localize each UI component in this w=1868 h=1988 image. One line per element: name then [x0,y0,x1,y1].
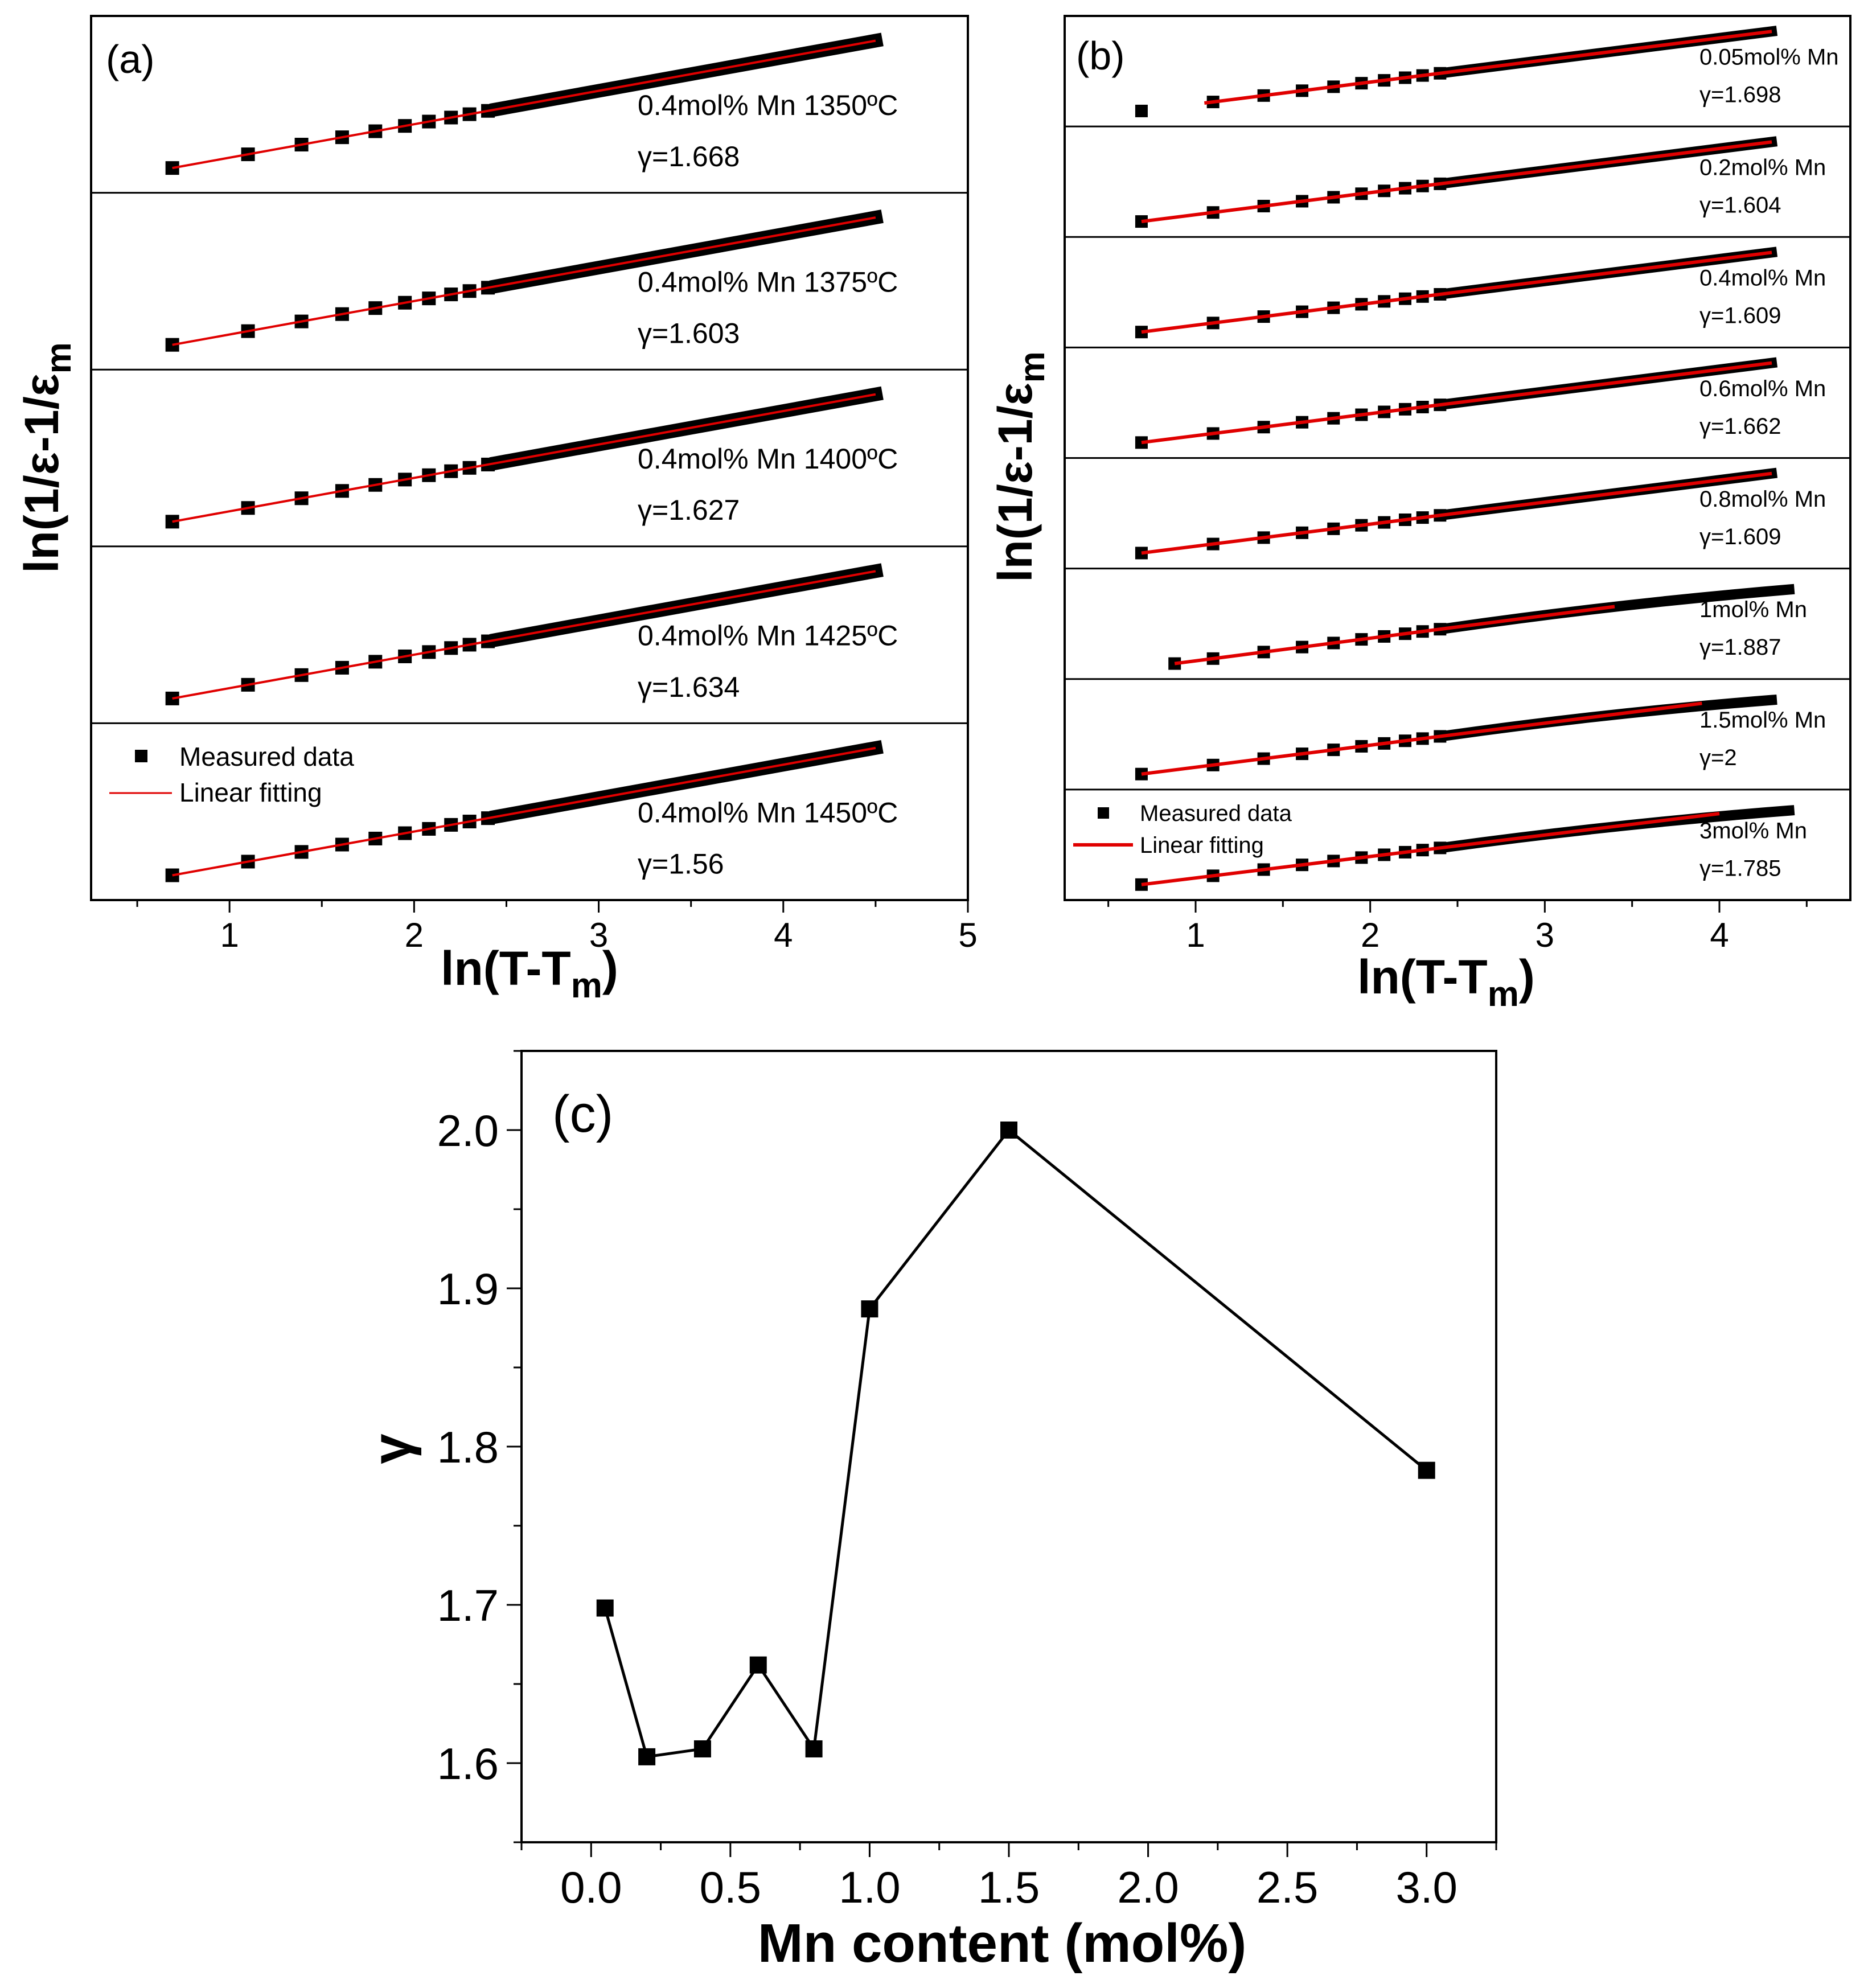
gamma-point [638,1748,656,1765]
gamma-label: γ=1.887 [1699,635,1781,660]
linear-fit-line [1174,605,1615,666]
panel-c: (c) 0.0 0.5 1.0 1.5 2.0 2.5 3.0 1.6 1.7 1.8 1.9 2.0… [361,1050,1497,1974]
gamma-point [1000,1122,1017,1139]
gamma-label: γ=1.603 [638,318,740,350]
series-label: 1.5mol% Mn [1699,708,1826,733]
panel-c-axes: 0.0 0.5 1.0 1.5 2.0 2.5 3.0 1.6 1.7 1.8 1.9 2.0 [437,1050,1497,1912]
panel-b-x-axis: 1 2 3 4 [1107,900,1808,954]
x-tick-label: 3 [1536,916,1554,954]
y-tick-label: 1.9 [437,1264,499,1314]
linear-fit-line [1141,250,1772,334]
gamma-label: γ=1.627 [638,494,740,526]
gamma-label: γ=2 [1699,745,1737,770]
panel-a-y-axis-title: ln(1/ε-1/εm [15,342,79,573]
legend-line-label: Linear fitting [179,778,322,807]
x-tick-label: 0.5 [700,1862,761,1912]
y-tick-label: 1.7 [437,1580,499,1630]
panel-b-x-axis-title: ln(T-Tm) [1357,950,1535,1014]
gamma-point [749,1656,767,1674]
linear-fit-line [172,39,876,170]
series-label: 0.05mol% Mn [1699,44,1839,69]
panel-a-frame [90,15,969,901]
series-label: 0.4mol% Mn 1400ºC [638,443,898,475]
linear-fit-line [172,216,876,346]
linear-fit-line [172,393,876,523]
panel-a-x-axis: 1 2 3 4 5 [136,900,978,954]
series-label: 0.4mol% Mn 1450ºC [638,796,898,828]
panel-c-y-axis-title: γ [361,1434,422,1464]
legend-line-label: Linear fitting [1140,833,1264,858]
gamma-point [805,1740,823,1757]
panel-b-label: (b) [1076,34,1125,78]
linear-fit-line [1204,30,1772,105]
x-tick-label: 5 [958,916,977,954]
panel-b-legend: Measured data Linear fitting [1073,801,1292,858]
x-tick-label: 2 [1361,916,1380,954]
x-tick-label: 3 [589,916,608,954]
gamma-label: γ=1.785 [1699,856,1781,881]
legend-marker-swatch [1098,807,1109,819]
linear-fit-line [1141,812,1720,886]
linear-fit-line [1141,701,1702,776]
x-tick-label: 4 [774,916,793,954]
series-label: 3mol% Mn [1699,818,1807,843]
legend-marker-label: Measured data [179,742,354,771]
gamma-label: γ=1.698 [1699,82,1781,107]
panel-b: 0.05mol% Mn γ=1.698 0.2mol% Mn γ=1.604 0.4mo… [988,15,1851,1014]
x-tick-label: 1.0 [839,1862,900,1912]
gamma-series-line [603,1128,1428,1759]
x-tick-label: 2 [405,916,424,954]
series-label: 0.8mol% Mn [1699,487,1826,512]
x-tick-label: 2.5 [1257,1862,1318,1912]
series-label: 0.6mol% Mn [1699,376,1826,401]
series-label: 1mol% Mn [1699,597,1807,622]
y-tick-label: 2.0 [437,1106,499,1156]
panel-a-x-axis-title: ln(T-Tm) [441,942,618,1005]
linear-fit-line [172,746,876,877]
panel-a: 0.4mol% Mn 1350ºC γ=1.668 0.4mol% Mn 1375º… [15,15,978,1005]
linear-fit-line [172,570,876,700]
gamma-point [1418,1461,1435,1479]
gamma-label: γ=1.604 [1699,193,1781,218]
gamma-label: γ=1.609 [1699,303,1781,328]
legend-marker-label: Measured data [1140,801,1292,826]
series-label: 0.4mol% Mn 1375ºC [638,266,898,298]
gamma-label: γ=1.56 [638,848,724,880]
linear-fit-line [1141,361,1772,445]
linear-fit-line [1141,140,1772,224]
panel-b-y-axis-title: ln(1/ε-1/εm [988,351,1052,582]
gamma-label: γ=1.668 [638,141,740,172]
gamma-point [861,1300,878,1318]
x-tick-label: 3.0 [1395,1862,1457,1912]
legend-marker-swatch [135,750,147,762]
panel-c-label: (c) [552,1085,613,1143]
y-tick-label: 1.8 [437,1422,499,1472]
linear-fit-line [1141,471,1772,555]
panel-a-legend: Measured data Linear fitting [109,742,354,807]
x-tick-label: 2.0 [1117,1862,1179,1912]
panel-c-frame [520,1050,1497,1843]
gamma-label: γ=1.662 [1699,414,1781,439]
gamma-point [693,1740,711,1757]
series-label: 0.2mol% Mn [1699,155,1826,180]
x-tick-label: 1 [220,916,239,954]
panel-a-label: (a) [106,37,155,81]
gamma-label: γ=1.609 [1699,524,1781,549]
series-label: 0.4mol% Mn 1350ºC [638,89,898,121]
x-tick-label: 0.0 [560,1862,622,1912]
y-tick-label: 1.6 [437,1739,499,1789]
x-tick-label: 4 [1710,916,1729,954]
series-label: 0.4mol% Mn [1699,266,1826,291]
gamma-label: γ=1.634 [638,671,740,703]
panel-c-x-axis-title: Mn content (mol%) [758,1913,1247,1974]
measured-point [1135,104,1148,117]
gamma-point [596,1599,614,1617]
series-label: 0.4mol% Mn 1425ºC [638,620,898,652]
x-tick-label: 1.5 [978,1862,1040,1912]
x-tick-label: 1 [1186,916,1205,954]
